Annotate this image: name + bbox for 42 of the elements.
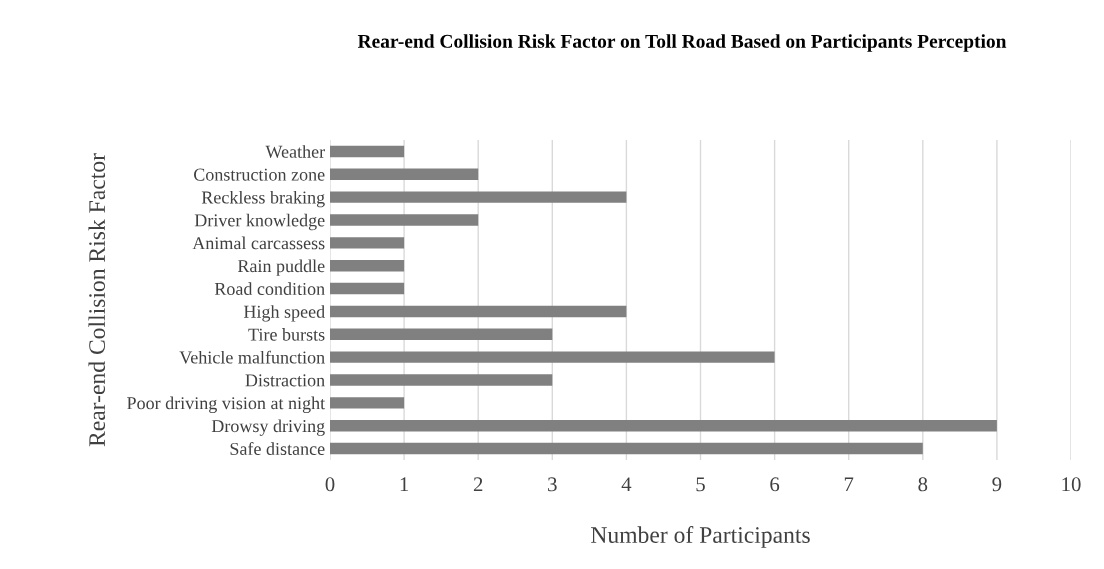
bar [330,442,923,455]
bar [330,168,479,180]
bar [330,191,627,203]
y-tick-label: Vehicle malfunction [179,350,325,364]
y-tick-label: Rain puddle [237,259,325,276]
y-tick-label: Animal carcassess [192,236,325,250]
x-tick-label: 1 [400,477,409,492]
bar [330,328,553,340]
x-tick-label: 10 [1062,477,1081,492]
x-tick-label: 3 [548,477,557,492]
bar [330,237,405,249]
bar [330,305,627,318]
bar [330,374,553,386]
bar [330,351,775,363]
y-tick-label: High speed [243,305,325,322]
chart-title: Rear-end Collision Risk Factor on Toll Road Based on Participants Perception [357,34,1007,52]
bar [330,260,405,272]
x-tick-label: 7 [844,477,854,492]
x-tick-label: 8 [918,477,928,492]
bar [330,214,479,226]
y-tick-label: Construction zone [194,168,325,181]
x-tick-label: 0 [325,477,335,492]
x-axis-title: Number of Participants [591,526,810,548]
x-tick-label: 6 [770,477,780,492]
x-tick-label: 5 [696,477,705,492]
y-tick-label: Driver knowledge [194,213,325,231]
y-tick-label: Safe distance [230,442,325,456]
y-tick-label: Distraction [245,374,325,387]
bar [330,145,405,158]
y-tick-label: Road condition [214,282,325,296]
x-tick-label: 2 [473,477,483,492]
bar [330,420,997,432]
bar [330,397,405,409]
y-tick-label: Poor driving vision at night [127,396,326,414]
y-tick-label: Tire bursts [248,328,325,341]
y-tick-label: Weather [265,145,325,158]
y-tick-label: Reckless braking [201,190,325,208]
x-tick-label: 9 [992,477,1002,492]
x-tick-label: 4 [621,477,632,492]
y-tick-label: Drowsy driving [211,419,325,436]
y-axis-title: Rear-end Collision Risk Factor [88,153,106,447]
bar [330,282,405,295]
